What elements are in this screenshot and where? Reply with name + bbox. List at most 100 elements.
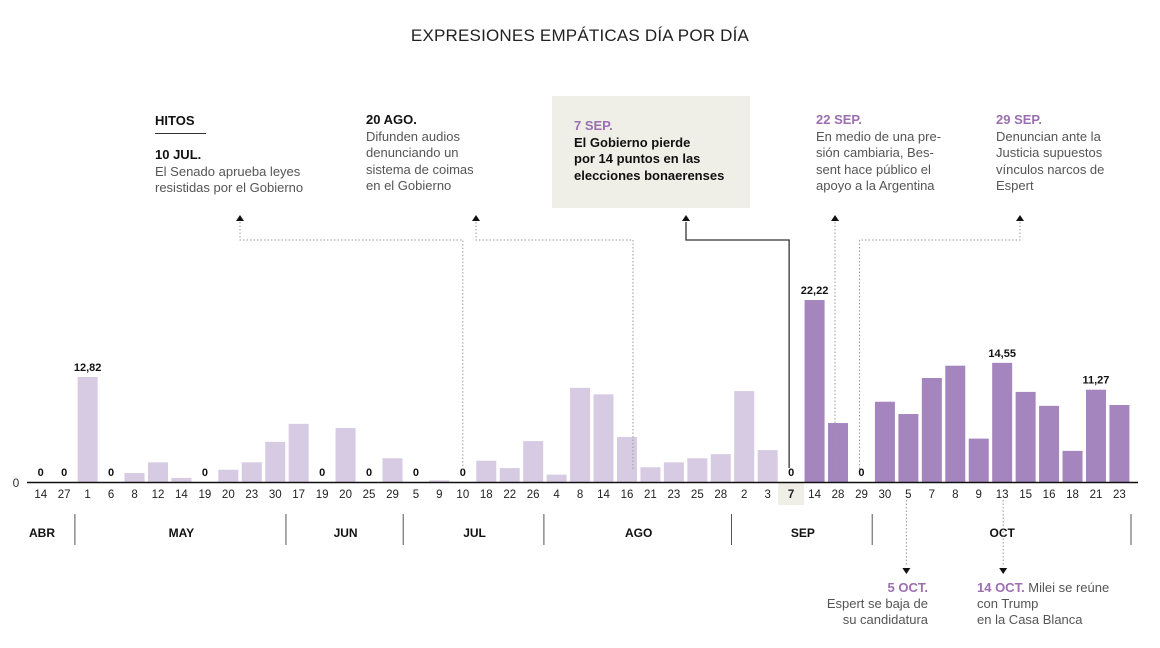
bar <box>734 391 755 482</box>
x-tick-label: 22 <box>503 489 516 501</box>
month-label: OCT <box>990 526 1016 540</box>
bar <box>523 441 544 482</box>
month-label: SEP <box>791 526 815 540</box>
x-tick-label: 23 <box>667 489 680 501</box>
bar <box>828 423 849 482</box>
annotation-date: 22 SEP. <box>816 112 863 127</box>
x-tick-label: 12 <box>152 489 165 501</box>
x-tick-label: 25 <box>363 489 376 501</box>
value-label: 0 <box>413 467 419 479</box>
bar <box>992 362 1013 482</box>
x-tick-label: 28 <box>714 489 727 501</box>
x-tick-label: 3 <box>764 489 770 501</box>
x-tick-label: 1 <box>84 489 90 501</box>
x-tick-label: 19 <box>198 489 211 501</box>
x-tick-label: 14 <box>175 489 188 501</box>
x-tick-label: 18 <box>480 489 493 501</box>
bar <box>1085 389 1106 482</box>
bar <box>593 394 614 482</box>
x-tick-label: 13 <box>996 489 1009 501</box>
bar <box>124 472 145 482</box>
x-tick-label: 2 <box>741 489 747 501</box>
annotation-text: Espert se baja de <box>826 596 928 611</box>
x-tick-label: 8 <box>577 489 583 501</box>
arrow-up-icon <box>236 215 244 221</box>
bar <box>687 458 708 482</box>
bar <box>945 365 966 482</box>
x-tick-label: 9 <box>436 489 442 501</box>
x-tick-label: 17 <box>292 489 305 501</box>
bar <box>898 414 919 482</box>
annotation-text: sent hace público el <box>816 161 931 177</box>
annotation-date: 29 SEP. <box>996 112 1043 127</box>
annotation-text: Denuncian ante la <box>996 128 1101 144</box>
annotation-text: Difunden audios <box>366 128 460 144</box>
bar <box>382 458 403 482</box>
bar <box>1062 450 1083 482</box>
bar <box>265 441 286 482</box>
x-tick-label: 7 <box>929 489 935 501</box>
x-tick-label: 30 <box>879 489 892 501</box>
bar <box>757 450 778 482</box>
arrow-up-icon <box>831 215 840 221</box>
x-tick-label: 29 <box>855 489 868 501</box>
value-label: 0 <box>61 467 67 479</box>
x-tick-label: 14 <box>808 489 821 501</box>
annotation-date: 7 SEP. <box>574 118 613 133</box>
arrow-up-icon <box>472 215 480 221</box>
annotation-text: apoyo a la Argentina <box>816 178 935 193</box>
annotation-date: 10 JUL. <box>155 147 202 162</box>
annotation-text: resistidas por el Gobierno <box>155 180 304 195</box>
bar <box>476 460 497 482</box>
annotation-text: vínculos narcos de <box>996 161 1105 177</box>
arrow-up-icon <box>682 215 690 221</box>
annotation-5-oct: 5 OCT. Espert se baja de su candidatura <box>780 580 928 628</box>
x-tick-label: 14 <box>597 489 610 501</box>
x-tick-label: 5 <box>413 489 419 501</box>
month-label: AGO <box>625 526 652 540</box>
arrow-down-icon <box>999 568 1008 574</box>
x-tick-label: 7 <box>788 489 794 501</box>
x-tick-label: 23 <box>245 489 258 501</box>
x-tick-label: 30 <box>269 489 282 501</box>
value-label: 14,55 <box>988 348 1016 360</box>
annotation-22-sep: 22 SEP. En medio de una pre- sión cambia… <box>816 112 941 195</box>
annotation-text: Milei se reúne <box>1024 580 1110 595</box>
bar <box>77 377 98 482</box>
bar <box>616 436 637 482</box>
annotation-14-oct: 14 OCT. Milei se reúne con Trump en la C… <box>977 580 1109 628</box>
bar <box>1109 405 1130 482</box>
bar <box>640 467 661 482</box>
x-tick-label: 8 <box>952 489 958 501</box>
annotation-text: su candidatura <box>842 612 928 627</box>
annotation-text: elecciones bonaerenses <box>574 167 725 183</box>
bar <box>1015 391 1036 482</box>
x-tick-label: 29 <box>386 489 399 501</box>
x-tick-label: 20 <box>339 489 352 501</box>
x-tick-label: 20 <box>222 489 235 501</box>
month-label: JUN <box>334 526 358 540</box>
bar <box>570 387 591 482</box>
chart-title: EXPRESIONES EMPÁTICAS DÍA POR DÍA <box>410 26 750 45</box>
annotation-date: 20 AGO. <box>366 112 417 127</box>
x-tick-label: 4 <box>553 489 560 501</box>
bar <box>288 423 309 482</box>
x-tick-label: 16 <box>1043 489 1056 501</box>
bar <box>335 427 356 482</box>
annotation-text: en la Casa Blanca <box>977 612 1083 627</box>
annotation-text: El Gobierno pierde <box>574 134 691 150</box>
x-tick-label: 6 <box>108 489 114 501</box>
annotation-text: por 14 puntos en las <box>574 151 701 166</box>
x-tick-label: 27 <box>58 489 71 501</box>
value-label: 0 <box>858 467 864 479</box>
y-tick-label: 0 <box>13 476 20 490</box>
x-tick-label: 5 <box>905 489 911 501</box>
bar <box>429 480 450 482</box>
annotation-7-sep-highlight: 7 SEP. El Gobierno pierde por 14 puntos … <box>552 96 750 208</box>
x-tick-label: 21 <box>1090 489 1103 501</box>
month-label: JUL <box>463 526 486 540</box>
arrow-down-icon <box>902 568 911 574</box>
value-label: 22,22 <box>801 285 829 297</box>
bar <box>546 474 567 482</box>
x-tick-label: 21 <box>644 489 657 501</box>
